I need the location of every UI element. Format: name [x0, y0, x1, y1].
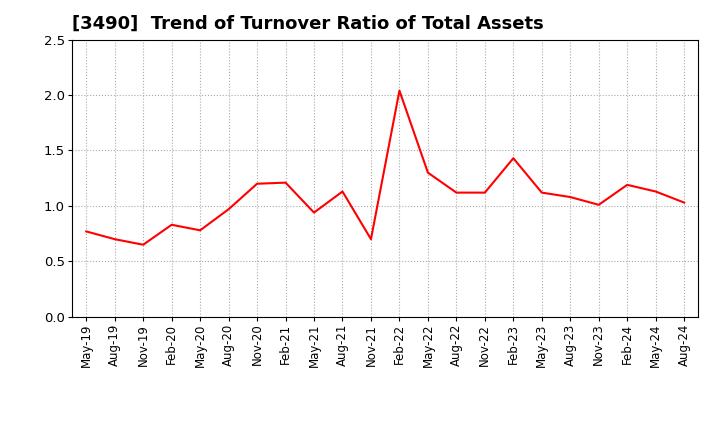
Text: [3490]  Trend of Turnover Ratio of Total Assets: [3490] Trend of Turnover Ratio of Total … — [72, 15, 544, 33]
